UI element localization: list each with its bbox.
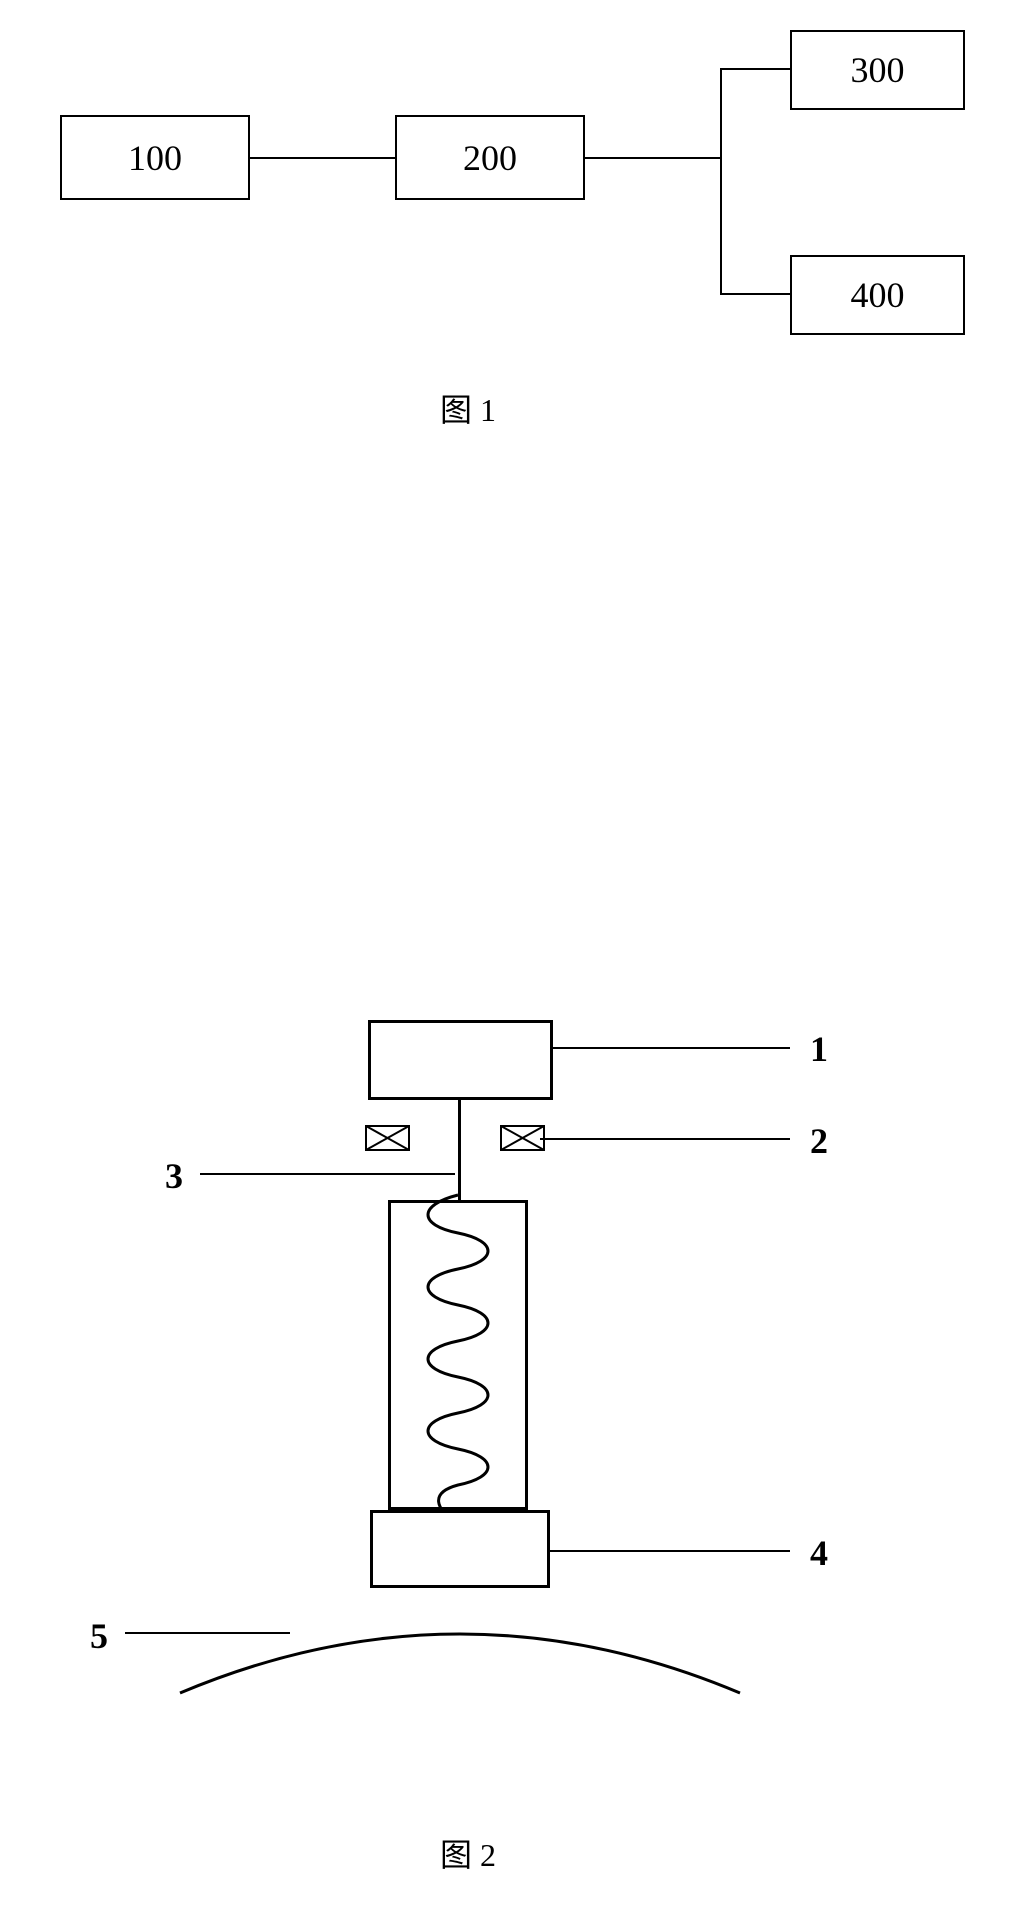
connector-200-junction: [585, 157, 720, 159]
connector-100-200: [250, 157, 395, 159]
figure-1-caption-text: 图 1: [440, 392, 496, 428]
block-100-label: 100: [128, 137, 182, 179]
label-3: 3: [165, 1155, 183, 1197]
surface-arc: [180, 1595, 740, 1715]
page: 100 200 300 400 图 1: [0, 0, 1021, 1905]
label-3-text: 3: [165, 1156, 183, 1196]
block-300-label: 300: [851, 49, 905, 91]
connector-junction-300: [720, 68, 790, 70]
block-400: 400: [790, 255, 965, 335]
block-200: 200: [395, 115, 585, 200]
base-box: [370, 1510, 550, 1588]
label-2-text: 2: [810, 1121, 828, 1161]
label-1-text: 1: [810, 1029, 828, 1069]
sensor-left-icon: [365, 1125, 410, 1151]
label-5: 5: [90, 1615, 108, 1657]
label-4-text: 4: [810, 1533, 828, 1573]
motor-shaft: [458, 1100, 461, 1202]
lead-4: [550, 1550, 790, 1552]
block-400-label: 400: [851, 274, 905, 316]
block-300: 300: [790, 30, 965, 110]
motor-box: [368, 1020, 553, 1100]
figure-2-caption-text: 图 2: [440, 1837, 496, 1873]
connector-junction-vertical: [720, 68, 722, 295]
block-200-label: 200: [463, 137, 517, 179]
label-2: 2: [810, 1120, 828, 1162]
lead-3: [200, 1173, 455, 1175]
sensor-right-icon: [500, 1125, 545, 1151]
label-5-text: 5: [90, 1616, 108, 1656]
spiral-icon: [388, 1195, 528, 1525]
label-4: 4: [810, 1532, 828, 1574]
figure-1-caption: 图 1: [440, 385, 496, 431]
lead-1: [553, 1047, 790, 1049]
block-100: 100: [60, 115, 250, 200]
lead-2: [540, 1138, 790, 1140]
connector-junction-400: [720, 293, 790, 295]
lead-5: [125, 1632, 290, 1634]
label-1: 1: [810, 1028, 828, 1070]
figure-2-caption: 图 2: [440, 1830, 496, 1876]
